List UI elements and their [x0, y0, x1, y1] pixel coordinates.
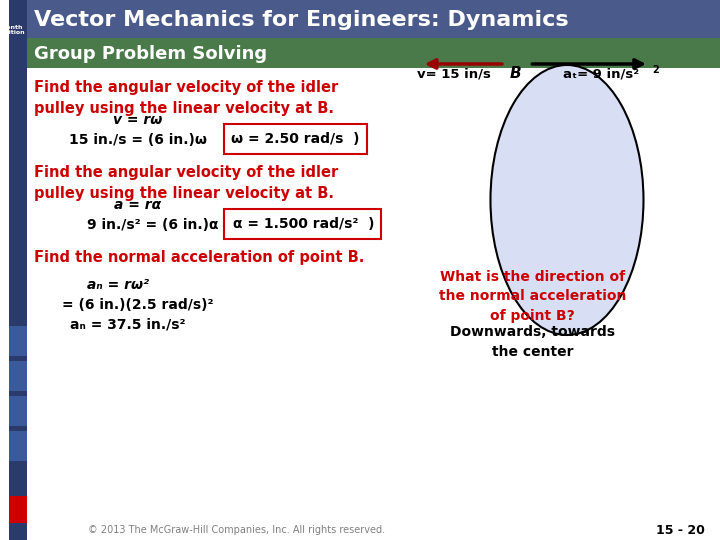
Text: ω = 2.50 rad/s  ): ω = 2.50 rad/s ) — [231, 132, 360, 146]
FancyBboxPatch shape — [225, 124, 366, 154]
FancyBboxPatch shape — [9, 326, 27, 356]
Text: 15 - 20: 15 - 20 — [656, 523, 705, 537]
FancyBboxPatch shape — [9, 496, 27, 523]
FancyBboxPatch shape — [9, 396, 27, 426]
Text: aₜ= 9 in/s²: aₜ= 9 in/s² — [564, 68, 639, 80]
FancyBboxPatch shape — [9, 361, 27, 391]
Text: aₙ = rω²: aₙ = rω² — [86, 278, 149, 292]
Text: 15 in./s = (6 in.)ω: 15 in./s = (6 in.)ω — [68, 133, 207, 147]
Text: Find the normal acceleration of point B.: Find the normal acceleration of point B. — [34, 250, 364, 265]
Text: α = 1.500 rad/s²  ): α = 1.500 rad/s² ) — [233, 217, 374, 231]
Text: 9 in./s² = (6 in.)α: 9 in./s² = (6 in.)α — [86, 218, 218, 232]
Text: B: B — [510, 66, 521, 82]
Text: Find the angular velocity of the idler
pulley using the linear velocity at B.: Find the angular velocity of the idler p… — [34, 80, 338, 116]
Text: Group Problem Solving: Group Problem Solving — [34, 45, 267, 63]
Text: Tenth
Edition: Tenth Edition — [1, 25, 25, 36]
Text: v = rω: v = rω — [113, 113, 162, 127]
Text: a = rα: a = rα — [114, 198, 161, 212]
FancyBboxPatch shape — [9, 0, 27, 540]
Text: 2: 2 — [652, 65, 660, 75]
Text: v= 15 in/s: v= 15 in/s — [416, 68, 490, 80]
Text: aₙ = 37.5 in./s²: aₙ = 37.5 in./s² — [70, 318, 186, 332]
Ellipse shape — [490, 65, 644, 335]
Text: Vector Mechanics for Engineers: Dynamics: Vector Mechanics for Engineers: Dynamics — [34, 10, 569, 30]
FancyBboxPatch shape — [9, 431, 27, 461]
Text: What is the direction of
the normal acceleration
of point B?: What is the direction of the normal acce… — [438, 270, 626, 323]
Text: © 2013 The McGraw-Hill Companies, Inc. All rights reserved.: © 2013 The McGraw-Hill Companies, Inc. A… — [88, 525, 384, 535]
Text: Downwards, towards
the center: Downwards, towards the center — [450, 325, 615, 359]
FancyBboxPatch shape — [225, 209, 382, 239]
Text: Find the angular velocity of the idler
pulley using the linear velocity at B.: Find the angular velocity of the idler p… — [34, 165, 338, 201]
FancyBboxPatch shape — [9, 0, 720, 38]
FancyBboxPatch shape — [9, 38, 720, 68]
Text: = (6 in.)(2.5 rad/s)²: = (6 in.)(2.5 rad/s)² — [62, 298, 213, 312]
